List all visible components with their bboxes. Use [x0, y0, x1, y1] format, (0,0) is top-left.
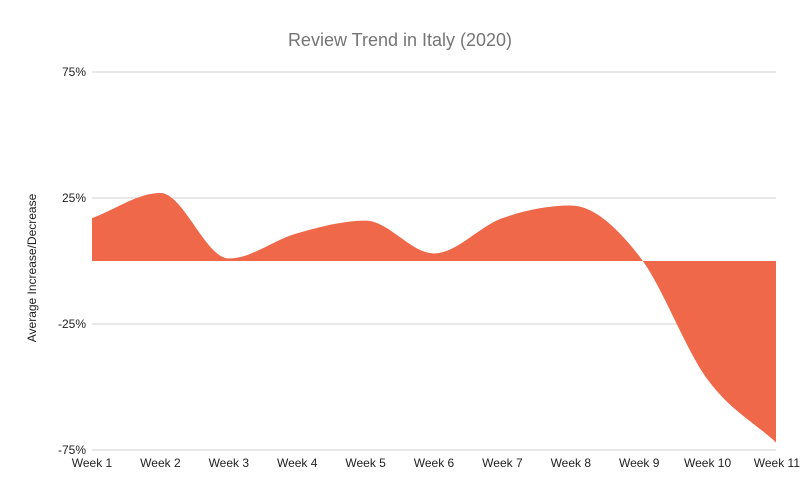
x-tick-label: Week 7 — [482, 456, 523, 470]
chart-title: Review Trend in Italy (2020) — [288, 30, 512, 50]
x-tick-label: Week 2 — [140, 456, 181, 470]
x-tick-label: Week 4 — [277, 456, 318, 470]
series-area — [92, 192, 776, 443]
x-tick-label: Week 5 — [345, 456, 386, 470]
y-axis-ticks: 75% 25% -25% -75% — [58, 65, 86, 457]
x-tick-label: Week 8 — [551, 456, 592, 470]
x-tick-label: Week 3 — [209, 456, 250, 470]
gridlines — [92, 71, 776, 451]
x-tick-label: Week 1 — [72, 456, 113, 470]
y-tick-label: -75% — [58, 443, 86, 457]
x-tick-label: Week 10 — [684, 456, 731, 470]
area-series — [92, 192, 776, 443]
y-tick-label: 75% — [62, 65, 86, 79]
y-tick-label: -25% — [58, 317, 86, 331]
x-tick-label: Week 9 — [619, 456, 660, 470]
y-tick-label: 25% — [62, 191, 86, 205]
x-axis-ticks: Week 1 Week 2 Week 3 Week 4 Week 5 Week 6 Week… — [72, 456, 801, 470]
x-tick-label: Week 6 — [414, 456, 455, 470]
y-axis-label: Average Increase/Decrease — [25, 193, 39, 342]
x-tick-label: Week 11 — [754, 456, 801, 470]
